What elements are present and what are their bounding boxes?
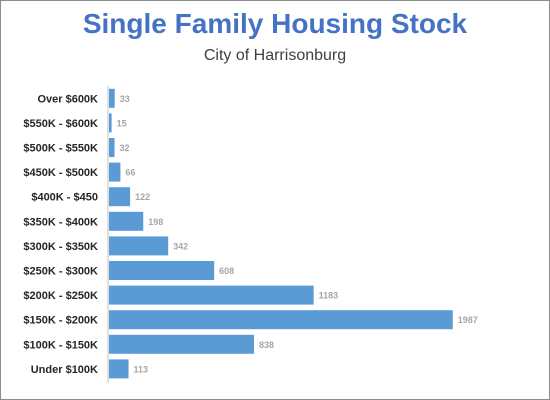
- category-label: $250K - $300K: [23, 266, 98, 278]
- bar: [109, 359, 129, 379]
- bar: [109, 211, 144, 231]
- bar: [109, 285, 314, 305]
- category-label: $200K - $250K: [23, 290, 98, 302]
- data-label: 122: [135, 192, 150, 202]
- bar: [109, 187, 131, 207]
- category-label: $400K - $450: [31, 192, 98, 204]
- data-label: 608: [219, 266, 234, 276]
- category-label: $350K - $400K: [23, 216, 98, 228]
- bar: [109, 310, 453, 330]
- data-label: 1183: [319, 291, 339, 301]
- category-label: Over $600K: [37, 93, 98, 105]
- category-label: $450K - $500K: [23, 167, 98, 179]
- bar: [109, 88, 115, 108]
- data-label: 33: [120, 94, 130, 104]
- bar: [109, 162, 121, 182]
- data-label: 32: [120, 143, 130, 153]
- bar: [109, 334, 254, 354]
- category-label: $550K - $600K: [23, 118, 98, 130]
- category-label: $500K - $550K: [23, 143, 98, 155]
- bar: [109, 236, 169, 256]
- data-label: 198: [148, 217, 163, 227]
- data-label: 342: [173, 241, 188, 251]
- category-label: $100K - $150K: [23, 339, 98, 351]
- data-label: 66: [125, 168, 135, 178]
- data-label: 15: [117, 118, 127, 128]
- data-label: 113: [134, 364, 149, 374]
- bar: [109, 261, 215, 280]
- chart-subtitle: City of Harrisonburg: [203, 47, 347, 64]
- category-label: Under $100K: [31, 364, 98, 376]
- data-label: 1987: [458, 315, 478, 325]
- category-label: $300K - $350K: [23, 241, 98, 253]
- bar: [109, 113, 112, 133]
- data-label: 838: [259, 340, 274, 350]
- bar: [109, 138, 115, 157]
- category-label: $150K - $200K: [23, 315, 98, 327]
- chart-title: Single Family Housing Stock: [82, 8, 468, 39]
